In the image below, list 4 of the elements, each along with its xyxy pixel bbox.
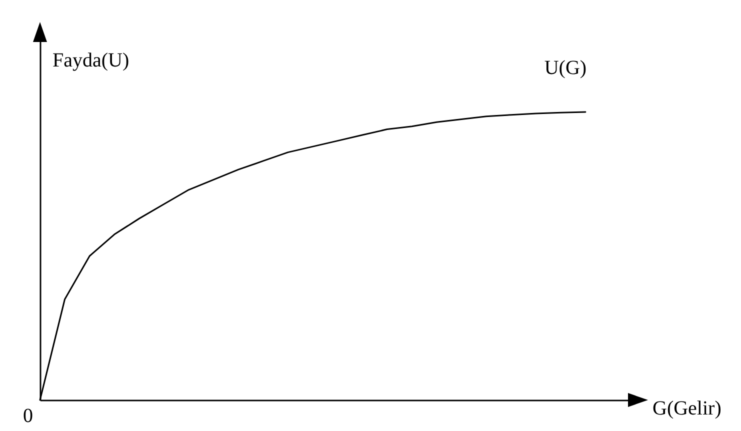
y-axis-title: Fayda(U) <box>52 50 130 72</box>
x-axis-title: G(Gelir) <box>652 398 722 420</box>
text: 0 <box>23 405 33 427</box>
series-label: U(G) <box>544 57 587 79</box>
